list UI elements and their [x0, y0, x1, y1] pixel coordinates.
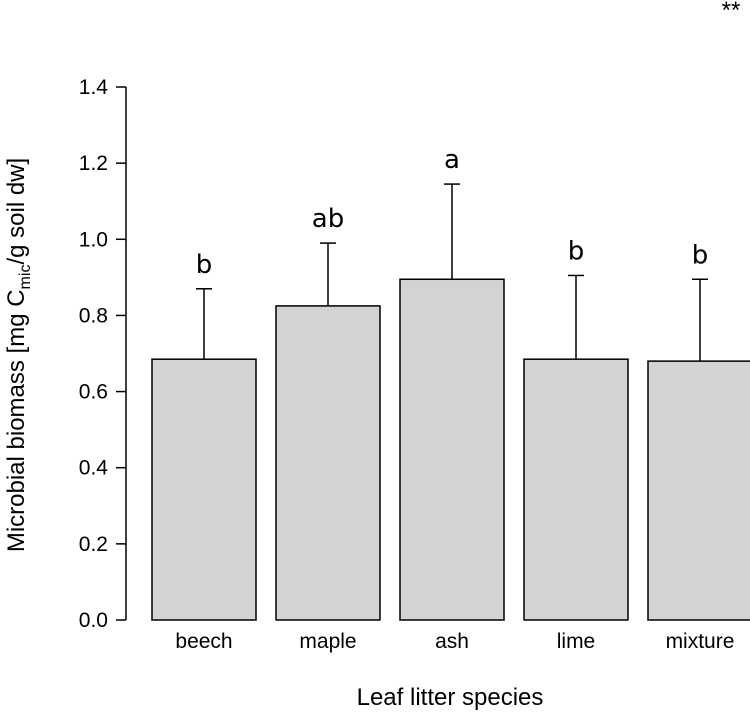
significance-letter-mixture: b	[692, 240, 709, 270]
y-tick-label: 1.4	[79, 76, 109, 99]
bars	[151, 278, 750, 621]
significance-marker: **	[722, 0, 741, 24]
y-axis-title-subscript: mic	[17, 265, 34, 290]
bar-ash	[399, 278, 505, 621]
x-tick-label-maple: maple	[299, 630, 356, 653]
y-tick-label: 1.2	[79, 152, 108, 175]
y-tick-label: 0.2	[79, 533, 108, 556]
bar-beech	[151, 358, 257, 621]
y-tick-label: 0.4	[79, 457, 109, 480]
x-tick-label-beech: beech	[175, 630, 232, 653]
x-tick-label-ash: ash	[435, 630, 469, 653]
bar-lime	[523, 358, 629, 621]
error-bars	[196, 183, 708, 362]
y-axis-title-tail: /g soil dw]	[3, 158, 30, 265]
y-tick-label: 0.0	[79, 609, 108, 632]
x-axis-labels: beech maple ash lime mixture	[175, 630, 734, 653]
significance-letter-ash: a	[444, 145, 460, 175]
x-axis-title: Leaf litter species	[357, 684, 544, 711]
y-tick-label: 0.6	[79, 381, 108, 404]
significance-letter-beech: b	[196, 250, 213, 280]
y-tick-label: 1.0	[79, 228, 108, 251]
bar-mixture	[647, 360, 750, 621]
significance-letter-lime: b	[568, 236, 585, 266]
significance-letter-maple: ab	[312, 204, 344, 234]
x-tick-label-lime: lime	[557, 630, 596, 653]
y-tick-label: 0.8	[79, 304, 108, 327]
x-tick-label-mixture: mixture	[666, 630, 735, 653]
bar-maple	[275, 305, 381, 621]
y-axis-title: Microbial biomass [mg Cmic/g soil dw]	[3, 158, 34, 552]
y-axis-title-main: Microbial biomass [mg C	[3, 289, 30, 552]
y-axis: 0.0 0.2 0.4 0.6 0.8 1.0 1.2 1.4	[79, 76, 127, 632]
